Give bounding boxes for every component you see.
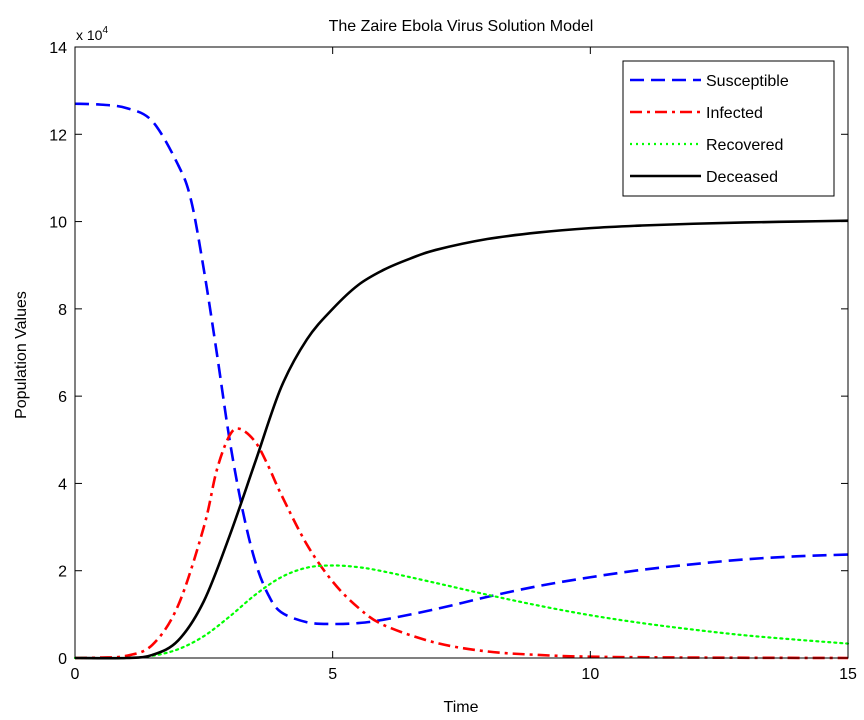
y-exponent-label: x 104 xyxy=(76,25,108,43)
series-line-recovered xyxy=(73,564,850,660)
plot-frame xyxy=(74,46,849,659)
y-tick-label: 2 xyxy=(58,564,67,581)
legend-box xyxy=(622,60,835,197)
series-line-infected xyxy=(74,427,849,660)
y-tick-label: 6 xyxy=(58,389,67,406)
series-line-susceptible xyxy=(74,102,849,626)
series-layer xyxy=(73,102,850,660)
y-tick-label: 8 xyxy=(58,302,67,319)
x-tick-label: 10 xyxy=(581,666,599,683)
legend: Susceptible Infected Recovered Deceased xyxy=(622,60,835,197)
legend-label-deceased: Deceased xyxy=(706,169,778,186)
x-axis-label: Time xyxy=(444,699,479,716)
series-line-deceased xyxy=(74,219,849,660)
y-tick-label: 4 xyxy=(58,476,67,493)
legend-label-recovered: Recovered xyxy=(706,137,783,154)
y-tick-label: 14 xyxy=(49,40,67,57)
chart-title: The Zaire Ebola Virus Solution Model xyxy=(329,18,594,35)
y-tick-label: 10 xyxy=(49,215,67,232)
legend-label-susceptible: Susceptible xyxy=(706,73,789,90)
y-tick-label: 12 xyxy=(49,127,67,144)
y-tick-label: 0 xyxy=(58,651,67,668)
ticks-layer: 0 5 10 15 0 2 4 6 8 10 12 14 xyxy=(49,40,857,683)
x-tick-label: 5 xyxy=(328,666,337,683)
x-tick-label: 15 xyxy=(839,666,857,683)
x-tick-label: 0 xyxy=(71,666,80,683)
y-axis-label: Population Values xyxy=(13,291,30,419)
legend-label-infected: Infected xyxy=(706,105,763,122)
